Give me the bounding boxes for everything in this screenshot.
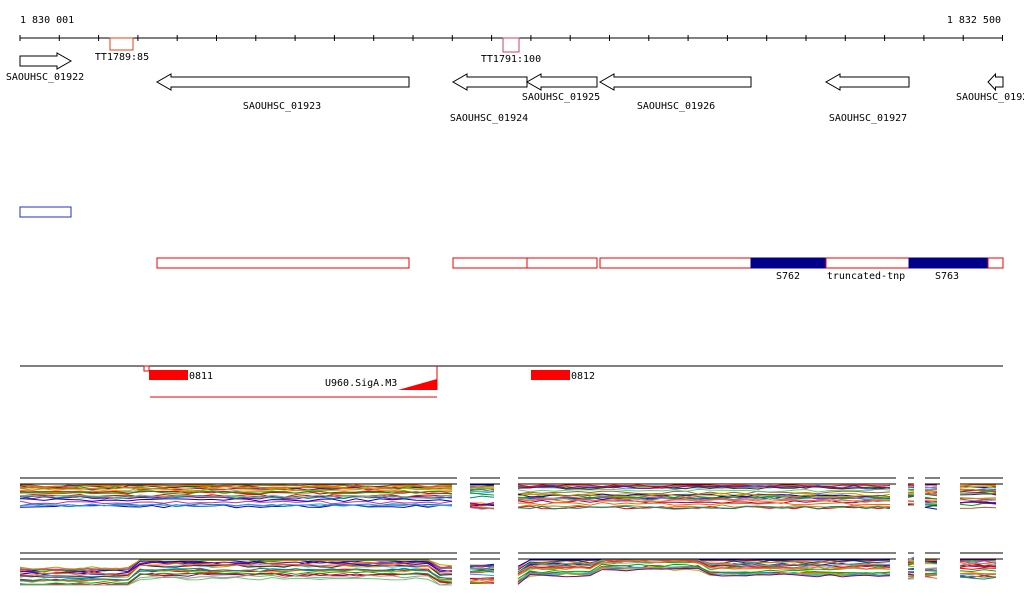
gene-label: SAOUHSC_01925 (522, 92, 600, 103)
gene-label: SAOUHSC_01927 (829, 113, 907, 124)
regulator-label: U960.SigA.M3 (325, 378, 397, 389)
ruler-end-label: 1 832 500 (947, 15, 1001, 26)
regulator-box (531, 370, 570, 380)
expression-line (908, 489, 914, 490)
regulator-label: 0812 (571, 371, 595, 382)
feature-box (157, 258, 409, 268)
expression-line (925, 491, 937, 492)
expression-line (908, 490, 914, 491)
feature-box (826, 258, 909, 268)
feature-box (453, 258, 527, 268)
expression-line (470, 565, 494, 566)
gene-label: SAOUHSC_01926 (637, 101, 715, 112)
feature-box (909, 258, 988, 268)
feature-box (751, 258, 826, 268)
feature-label: truncated-tnp (827, 271, 905, 282)
gene-label: SAOUHSC_0192 (956, 92, 1024, 103)
expression-line (908, 485, 914, 486)
feature-label: S763 (935, 271, 959, 282)
ruler-start-label: 1 830 001 (20, 15, 74, 26)
gene-label: SAOUHSC_01923 (243, 101, 321, 112)
feature-track (157, 258, 1003, 268)
regulator-box (149, 370, 188, 380)
feature-box (527, 258, 597, 268)
terminator-label: TT1789:85 (95, 52, 149, 63)
gene-label: SAOUHSC_01922 (6, 72, 84, 83)
gene-label: SAOUHSC_01924 (450, 113, 528, 124)
regulator-label: 0811 (189, 371, 213, 382)
feature-label: S762 (776, 271, 800, 282)
feature-box (988, 258, 1003, 268)
terminator-label: TT1791:100 (481, 54, 541, 65)
expression-line (908, 574, 914, 575)
feature-box (600, 258, 751, 268)
expression-line (908, 505, 914, 506)
